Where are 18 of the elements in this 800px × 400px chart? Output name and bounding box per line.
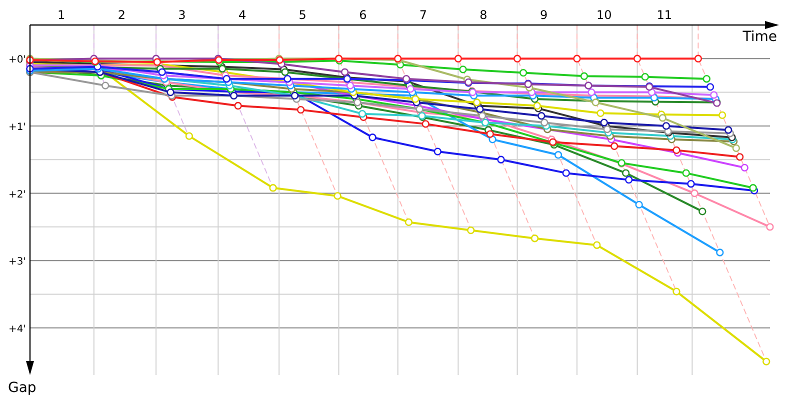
x-tick-label: 8: [480, 8, 488, 22]
y-axis-title: Gap: [8, 380, 36, 396]
y-tick-label: +2': [8, 189, 26, 200]
x-axis-title: Time: [742, 29, 777, 45]
x-tick-label: 10: [596, 8, 612, 22]
y-tick-label: +1': [8, 122, 26, 133]
x-tick-label: 11: [656, 8, 672, 22]
x-tick-label: 4: [238, 8, 246, 22]
x-tick-label: 3: [178, 8, 186, 22]
x-tick-label: 7: [419, 8, 428, 22]
y-tick-label: +4': [8, 324, 26, 335]
x-tick-label: 6: [359, 8, 367, 22]
x-tick-label: 1: [58, 8, 66, 22]
x-tick-label: 9: [540, 8, 548, 22]
x-tick-label: 5: [298, 8, 306, 22]
y-tick-label: +3': [8, 256, 26, 268]
y-tick-label: +0': [8, 54, 26, 66]
x-tick-label: 2: [118, 8, 126, 22]
